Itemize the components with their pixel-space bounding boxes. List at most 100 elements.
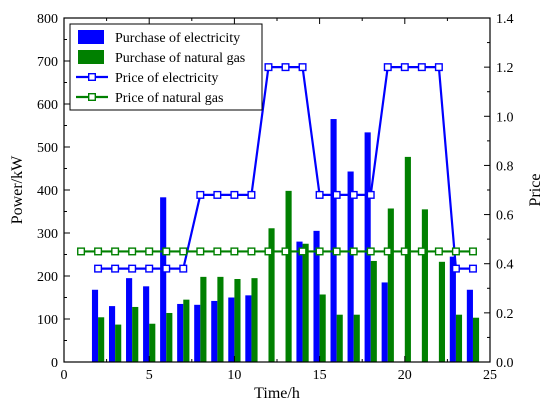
- legend-swatch-bar-electricity: [78, 30, 104, 44]
- marker-price-electricity-9: [213, 190, 222, 199]
- bar-gas-7: [183, 299, 190, 362]
- axes-layer: 0 5 10 15 20 25 0 100 200 300 400 500 600 700 800 0.0 0.…: [9, 12, 544, 402]
- bar-electricity-6: [160, 197, 167, 362]
- y-right-tick-label: 0.2: [496, 307, 514, 322]
- marker-price-gas-1: [77, 247, 86, 256]
- bar-gas-8: [200, 276, 207, 362]
- lines-layer: [77, 63, 477, 273]
- y-right-tick-label: 0.6: [496, 209, 514, 224]
- y-left-tick-label: 400: [37, 184, 58, 199]
- bars-layer: [91, 119, 480, 362]
- marker-price-gas-11: [247, 247, 256, 256]
- x-axis-title: Time/h: [254, 385, 300, 402]
- legend-marker-line-gas: [87, 92, 96, 101]
- y-right-tick-label: 0.8: [496, 159, 514, 174]
- legend-label-bar-gas: Purchase of natural gas: [115, 51, 245, 66]
- bar-electricity-9: [211, 300, 218, 362]
- marker-price-electricity-18: [366, 190, 375, 199]
- marker-price-electricity-23: [451, 264, 460, 273]
- marker-price-gas-12: [264, 247, 273, 256]
- bar-electricity-24: [466, 289, 473, 362]
- bar-gas-11: [251, 278, 258, 362]
- marker-price-gas-21: [417, 247, 426, 256]
- y-left-tick-label: 600: [37, 98, 58, 113]
- marker-price-gas-7: [179, 247, 188, 256]
- marker-price-electricity-6: [162, 264, 171, 273]
- marker-price-electricity-8: [196, 190, 205, 199]
- bar-gas-12: [268, 228, 275, 362]
- bar-electricity-8: [194, 304, 201, 362]
- bar-electricity-7: [177, 303, 184, 362]
- y-right-tick-label: 1.0: [496, 110, 514, 125]
- marker-price-gas-15: [315, 247, 324, 256]
- bar-gas-22: [438, 261, 446, 362]
- marker-price-electricity-19: [383, 63, 392, 72]
- marker-price-electricity-22: [434, 63, 443, 72]
- marker-price-electricity-20: [400, 63, 409, 72]
- bar-electricity-11: [245, 295, 252, 362]
- bar-electricity-14: [296, 241, 303, 362]
- y-right-tick-label: 0.4: [496, 258, 514, 273]
- marker-price-gas-18: [366, 247, 375, 256]
- bar-gas-15: [319, 294, 326, 362]
- marker-price-gas-24: [468, 247, 477, 256]
- legend-label-line-gas: Price of natural gas: [115, 91, 223, 106]
- bar-gas-20: [404, 156, 411, 362]
- y-left-tick-label: 300: [37, 227, 58, 242]
- bar-gas-18: [370, 260, 377, 362]
- bar-electricity-23: [449, 256, 456, 362]
- marker-price-gas-14: [298, 247, 307, 256]
- x-tick-label: 20: [398, 368, 412, 383]
- bar-electricity-19: [381, 282, 388, 362]
- marker-price-gas-10: [230, 247, 239, 256]
- y-left-tick-label: 700: [37, 55, 58, 70]
- marker-price-electricity-21: [417, 63, 426, 72]
- marker-price-electricity-24: [468, 264, 477, 273]
- x-tick-label: 0: [61, 368, 68, 383]
- bar-electricity-18: [364, 132, 371, 362]
- marker-price-gas-23: [451, 247, 460, 256]
- bar-gas-10: [234, 279, 241, 362]
- marker-price-electricity-7: [179, 264, 188, 273]
- bar-gas-24: [472, 317, 480, 362]
- marker-price-electricity-14: [298, 63, 307, 72]
- marker-price-gas-4: [128, 247, 137, 256]
- y-left-tick-label: 200: [37, 270, 58, 285]
- marker-price-electricity-2: [94, 264, 103, 273]
- marker-price-electricity-4: [128, 264, 137, 273]
- marker-price-electricity-3: [111, 264, 120, 273]
- legend-swatch-bar-gas: [78, 50, 104, 64]
- marker-price-gas-5: [145, 247, 154, 256]
- bar-gas-5: [149, 323, 156, 362]
- x-tick-label: 25: [483, 368, 497, 383]
- bar-gas-4: [132, 306, 139, 362]
- bar-gas-23: [455, 314, 463, 362]
- marker-price-electricity-15: [315, 190, 324, 199]
- marker-price-gas-6: [162, 247, 171, 256]
- y-right-axis-title: Price: [527, 174, 544, 207]
- marker-price-gas-13: [281, 247, 290, 256]
- bar-gas-17: [353, 314, 360, 362]
- bar-electricity-10: [228, 297, 235, 362]
- marker-price-gas-9: [213, 247, 222, 256]
- bar-electricity-3: [108, 306, 116, 362]
- legend-label-line-electricity: Price of electricity: [115, 71, 218, 86]
- marker-price-gas-17: [349, 247, 358, 256]
- y-left-tick-label: 800: [37, 12, 58, 27]
- legend-marker-line-electricity: [87, 72, 96, 81]
- marker-price-gas-3: [111, 247, 120, 256]
- bar-gas-13: [285, 190, 292, 362]
- marker-price-electricity-13: [281, 63, 290, 72]
- bar-gas-2: [98, 317, 105, 362]
- marker-price-gas-22: [434, 247, 443, 256]
- y-right-tick-label: 1.2: [496, 61, 514, 76]
- x-tick-label: 10: [227, 368, 241, 383]
- marker-price-gas-2: [94, 247, 103, 256]
- marker-price-electricity-11: [247, 190, 256, 199]
- marker-price-gas-20: [400, 247, 409, 256]
- x-tick-label: 5: [146, 368, 153, 383]
- marker-price-electricity-17: [349, 190, 358, 199]
- bar-gas-19: [387, 208, 394, 362]
- bar-electricity-2: [91, 289, 99, 362]
